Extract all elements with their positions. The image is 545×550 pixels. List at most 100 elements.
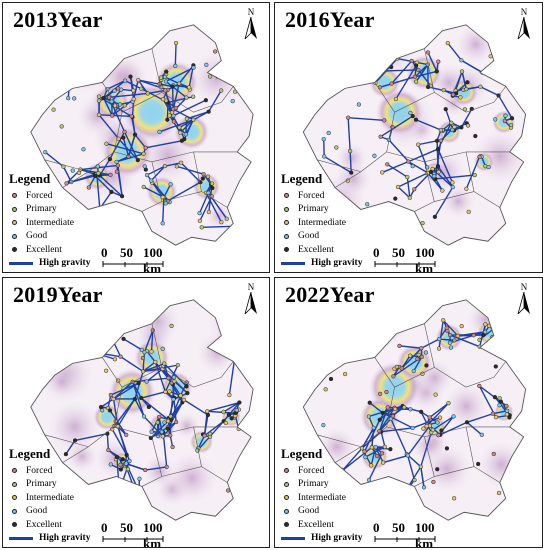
city-node <box>451 496 457 501</box>
legend-item-primary: Primary <box>281 478 362 492</box>
gravity-link <box>439 338 455 342</box>
gravity-link <box>62 166 72 183</box>
region-boundary <box>151 323 234 388</box>
gravity-link <box>94 175 112 193</box>
city-node <box>166 376 171 381</box>
gravity-link <box>370 447 377 466</box>
city-node <box>136 380 141 386</box>
scale-bar: 0 50 100 km <box>373 520 436 548</box>
city-node <box>198 180 203 185</box>
city-node <box>105 327 110 332</box>
region-boundary <box>434 466 475 477</box>
gravity-link <box>445 108 454 129</box>
city-node <box>504 403 509 409</box>
city-node <box>141 184 146 190</box>
gravity-link <box>163 363 188 387</box>
city-node <box>155 420 160 425</box>
city-node <box>72 438 78 443</box>
north-label: N <box>520 282 528 292</box>
city-node <box>449 120 454 125</box>
legend-item-high-gravity: High gravity <box>281 257 362 271</box>
gravity-link <box>167 181 201 202</box>
city-node <box>378 134 383 139</box>
city-node <box>118 467 123 472</box>
city-node <box>63 452 69 457</box>
region-boundary <box>44 159 89 173</box>
city-node <box>162 164 168 169</box>
city-node <box>428 169 434 175</box>
city-node <box>432 214 438 219</box>
city-node <box>451 92 456 97</box>
city-node <box>160 434 165 439</box>
map-canvas <box>302 24 527 246</box>
region-boundary <box>386 426 510 438</box>
city-node <box>165 426 171 431</box>
gravity-link <box>447 42 462 61</box>
legend-title: Legend <box>9 171 51 186</box>
gravity-link <box>415 64 429 83</box>
city-node <box>139 395 144 401</box>
city-node <box>48 97 53 102</box>
gravity-link <box>131 116 136 135</box>
gravity-link <box>134 134 147 149</box>
city-node <box>348 148 353 154</box>
gravity-link <box>150 416 160 433</box>
city-node <box>72 96 77 101</box>
city-node <box>424 424 429 429</box>
city-node <box>447 340 453 345</box>
map-canvas <box>30 24 254 246</box>
panel-title: 2016Year <box>285 7 375 32</box>
gravity-link <box>98 114 120 140</box>
city-node <box>160 221 165 226</box>
good-dot-icon <box>284 233 289 239</box>
region-boundary <box>44 434 89 448</box>
gravity-link <box>342 446 373 472</box>
city-node <box>452 338 457 343</box>
gravity-link <box>378 418 392 432</box>
legend-item-forced: Forced <box>9 189 90 203</box>
gravity-link <box>417 144 428 168</box>
good-dot-icon <box>12 233 17 239</box>
city-node <box>379 451 385 456</box>
city-node <box>232 356 237 361</box>
gravity-link <box>454 71 463 91</box>
legend-title: Legend <box>281 446 323 461</box>
region-boundary <box>334 82 395 188</box>
gravity-link <box>176 165 204 175</box>
city-node <box>445 40 450 46</box>
density-blob <box>361 486 393 518</box>
gravity-link <box>399 345 422 349</box>
gravity-link <box>119 100 133 106</box>
city-node <box>415 356 420 362</box>
city-node <box>140 369 146 374</box>
city-node <box>373 445 378 450</box>
city-node <box>433 392 438 397</box>
city-node <box>407 195 412 200</box>
gravity-link <box>150 330 154 352</box>
city-node <box>178 130 183 135</box>
legend-item-excellent: Excellent <box>281 243 362 257</box>
city-node <box>380 170 385 175</box>
city-node <box>110 427 115 432</box>
gravity-link <box>386 163 408 178</box>
city-node <box>231 332 236 337</box>
density-blob <box>66 441 98 472</box>
gravity-link <box>145 140 182 149</box>
legend: Legend Forced Primary Intermediate Good … <box>281 171 362 270</box>
city-node <box>508 122 514 128</box>
legend-item-forced: Forced <box>9 464 90 478</box>
city-node <box>493 415 499 420</box>
city-node <box>502 118 507 124</box>
city-node <box>450 127 455 133</box>
city-node <box>59 124 64 129</box>
city-node <box>129 114 134 119</box>
city-node <box>228 318 233 323</box>
region-boundary <box>334 357 395 463</box>
north-label: N <box>247 282 255 292</box>
gravity-link <box>208 90 222 113</box>
city-node <box>436 169 441 175</box>
region-boundary <box>386 151 510 163</box>
city-node <box>448 345 454 350</box>
city-node <box>139 86 144 91</box>
city-node <box>472 172 477 178</box>
